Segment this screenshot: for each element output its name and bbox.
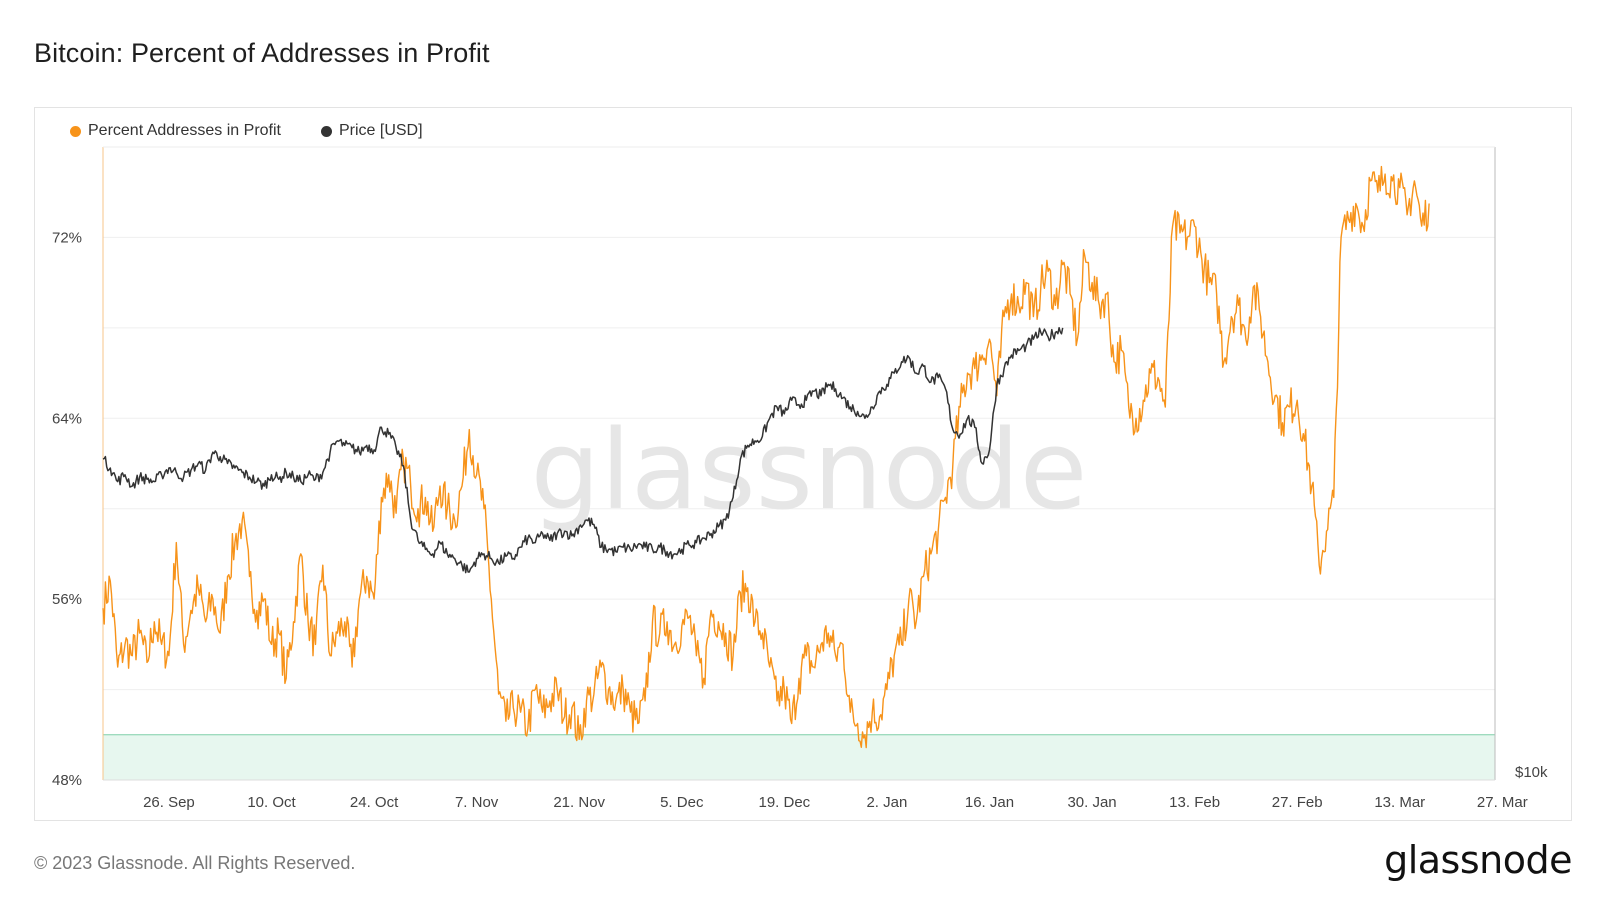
watermark: glassnode bbox=[531, 406, 1088, 534]
x-tick-label: 2. Jan bbox=[866, 794, 907, 811]
grid-lines bbox=[103, 236, 1495, 691]
series-line-percent-in-profit bbox=[102, 165, 1430, 749]
y-axis-labels: 48% 56% 64% 72% bbox=[52, 229, 82, 789]
glassnode-logo: glassnode bbox=[1384, 838, 1572, 882]
x-tick-label: 19. Dec bbox=[758, 794, 810, 811]
x-tick-label: 27. Mar bbox=[1477, 794, 1528, 811]
legend-item-percent-in-profit[interactable]: Percent Addresses in Profit bbox=[70, 122, 281, 140]
page-title: Bitcoin: Percent of Addresses in Profit bbox=[34, 38, 490, 68]
x-tick-label: 21. Nov bbox=[553, 794, 605, 811]
x-tick-label: 24. Oct bbox=[350, 794, 399, 811]
x-tick-label: 7. Nov bbox=[455, 794, 499, 811]
legend-item-price[interactable]: Price [USD] bbox=[320, 122, 423, 140]
x-tick-label: 26. Sep bbox=[143, 794, 195, 811]
x-tick-label: 13. Mar bbox=[1374, 794, 1425, 811]
x-axis-labels: 26. Sep 10. Oct 24. Oct 7. Nov 21. Nov 5. Dec… bbox=[143, 794, 1528, 811]
x-tick-label: 13. Feb bbox=[1169, 794, 1220, 811]
legend-label-percent-in-profit: Percent Addresses in Profit bbox=[88, 122, 281, 139]
copyright-text: © 2023 Glassnode. All Rights Reserved. bbox=[34, 853, 356, 873]
legend-dot-orange bbox=[70, 125, 81, 137]
y-tick-label: 64% bbox=[52, 410, 82, 427]
legend-label-price: Price [USD] bbox=[338, 122, 423, 139]
y-tick-label: 48% bbox=[52, 772, 82, 789]
threshold-band bbox=[103, 734, 1495, 780]
x-tick-label: 10. Oct bbox=[247, 794, 296, 811]
x-tick-label: 5. Dec bbox=[660, 794, 704, 811]
x-tick-label: 16. Jan bbox=[965, 794, 1014, 811]
x-tick-label: 30. Jan bbox=[1067, 794, 1116, 811]
series-layer bbox=[102, 165, 1430, 749]
chart-frame bbox=[34, 107, 1572, 821]
series-line-price bbox=[102, 326, 1064, 574]
right-axis-tick-label: $10k bbox=[1515, 764, 1548, 781]
y-tick-label: 56% bbox=[52, 591, 82, 608]
x-tick-label: 27. Feb bbox=[1272, 794, 1323, 811]
chart-legend: Percent Addresses in Profit Price [USD] bbox=[70, 122, 423, 140]
legend-dot-dark bbox=[320, 125, 332, 137]
y-tick-label: 72% bbox=[52, 229, 82, 246]
